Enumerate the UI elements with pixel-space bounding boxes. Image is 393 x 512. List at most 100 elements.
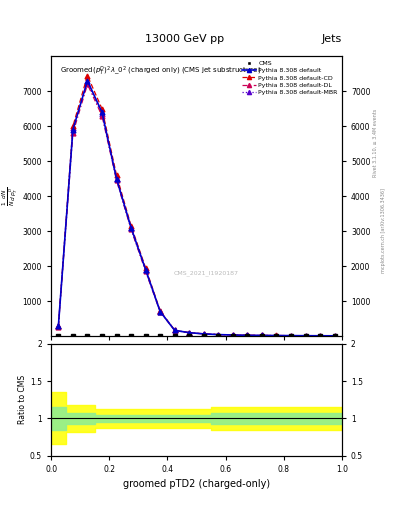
CMS <box>100 333 105 339</box>
Pythia 8.308 default <box>187 330 192 336</box>
Text: Jets: Jets <box>321 33 342 44</box>
Pythia 8.308 default-MBR <box>303 333 308 339</box>
Pythia 8.308 default-MBR <box>56 323 61 329</box>
Pythia 8.308 default-CD <box>202 331 206 337</box>
Line: Pythia 8.308 default: Pythia 8.308 default <box>56 78 337 338</box>
CMS <box>187 333 192 339</box>
CMS <box>56 333 61 339</box>
Pythia 8.308 default <box>260 332 264 338</box>
Pythia 8.308 default-DL <box>274 332 279 338</box>
Pythia 8.308 default <box>303 333 308 339</box>
Pythia 8.308 default <box>231 332 235 338</box>
Pythia 8.308 default-MBR <box>114 176 119 182</box>
Pythia 8.308 default-CD <box>158 308 163 314</box>
Pythia 8.308 default <box>332 333 337 339</box>
CMS <box>202 333 206 339</box>
Pythia 8.308 default-MBR <box>202 331 206 337</box>
Legend: CMS, Pythia 8.308 default, Pythia 8.308 default-CD, Pythia 8.308 default-DL, Pyt: CMS, Pythia 8.308 default, Pythia 8.308 … <box>241 59 339 96</box>
Y-axis label: Ratio to CMS: Ratio to CMS <box>18 375 27 424</box>
Pythia 8.308 default-DL <box>231 332 235 338</box>
Line: CMS: CMS <box>57 334 336 338</box>
CMS <box>245 333 250 339</box>
Pythia 8.308 default <box>216 331 221 337</box>
Pythia 8.308 default-MBR <box>332 333 337 339</box>
Pythia 8.308 default-DL <box>158 309 163 315</box>
Pythia 8.308 default-CD <box>260 332 264 338</box>
Y-axis label: $\frac{1}{N}\frac{dN}{d\,p_T^D}$: $\frac{1}{N}\frac{dN}{d\,p_T^D}$ <box>1 186 20 206</box>
Pythia 8.308 default <box>158 308 163 314</box>
CMS <box>303 333 308 339</box>
Pythia 8.308 default-DL <box>100 113 105 119</box>
Pythia 8.308 default-CD <box>332 333 337 339</box>
Pythia 8.308 default <box>100 109 105 115</box>
Pythia 8.308 default <box>129 225 134 231</box>
Pythia 8.308 default-CD <box>85 73 90 79</box>
Pythia 8.308 default-CD <box>289 332 294 338</box>
Pythia 8.308 default-DL <box>202 331 206 337</box>
CMS <box>332 333 337 339</box>
Pythia 8.308 default <box>71 126 75 133</box>
CMS <box>143 333 148 339</box>
Line: Pythia 8.308 default-DL: Pythia 8.308 default-DL <box>56 82 337 338</box>
CMS <box>158 333 163 339</box>
Pythia 8.308 default-CD <box>100 105 105 112</box>
Pythia 8.308 default-MBR <box>85 79 90 86</box>
Pythia 8.308 default-DL <box>56 324 61 330</box>
Pythia 8.308 default-DL <box>173 327 177 333</box>
Text: mcplots.cern.ch [arXiv:1306.3436]: mcplots.cern.ch [arXiv:1306.3436] <box>381 188 386 273</box>
Pythia 8.308 default-DL <box>114 177 119 183</box>
Pythia 8.308 default-MBR <box>100 111 105 117</box>
Pythia 8.308 default-MBR <box>318 333 323 339</box>
Pythia 8.308 default-DL <box>245 332 250 338</box>
CMS <box>260 333 264 339</box>
Pythia 8.308 default-MBR <box>216 331 221 337</box>
Pythia 8.308 default-DL <box>187 330 192 336</box>
Pythia 8.308 default-DL <box>143 268 148 274</box>
Pythia 8.308 default-MBR <box>274 332 279 338</box>
Pythia 8.308 default-MBR <box>158 308 163 314</box>
Pythia 8.308 default <box>245 332 250 338</box>
CMS <box>274 333 279 339</box>
Pythia 8.308 default-CD <box>71 123 75 130</box>
Pythia 8.308 default <box>173 327 177 333</box>
Pythia 8.308 default-MBR <box>143 267 148 273</box>
Pythia 8.308 default-DL <box>289 333 294 339</box>
Pythia 8.308 default-CD <box>274 332 279 338</box>
Pythia 8.308 default-CD <box>173 327 177 333</box>
Line: Pythia 8.308 default-CD: Pythia 8.308 default-CD <box>56 73 337 338</box>
CMS <box>71 333 75 339</box>
Text: 13000 GeV pp: 13000 GeV pp <box>145 33 224 44</box>
Pythia 8.308 default <box>274 332 279 338</box>
CMS <box>216 333 221 339</box>
Pythia 8.308 default-CD <box>143 265 148 271</box>
Pythia 8.308 default-CD <box>303 333 308 339</box>
Pythia 8.308 default <box>318 333 323 339</box>
Pythia 8.308 default <box>114 176 119 182</box>
Pythia 8.308 default <box>56 323 61 329</box>
Pythia 8.308 default-MBR <box>71 125 75 131</box>
Pythia 8.308 default-CD <box>129 223 134 229</box>
Pythia 8.308 default-DL <box>318 333 323 339</box>
Pythia 8.308 default-DL <box>260 332 264 338</box>
Pythia 8.308 default-MBR <box>129 225 134 231</box>
Pythia 8.308 default-CD <box>114 172 119 178</box>
CMS <box>129 333 134 339</box>
CMS <box>114 333 119 339</box>
CMS <box>173 333 177 339</box>
Pythia 8.308 default-MBR <box>260 332 264 338</box>
Pythia 8.308 default-MBR <box>289 333 294 339</box>
Pythia 8.308 default-DL <box>332 333 337 339</box>
Pythia 8.308 default-DL <box>216 332 221 338</box>
CMS <box>231 333 235 339</box>
Pythia 8.308 default-MBR <box>245 332 250 338</box>
Pythia 8.308 default <box>202 331 206 337</box>
Line: Pythia 8.308 default-MBR: Pythia 8.308 default-MBR <box>56 80 337 338</box>
Pythia 8.308 default-DL <box>129 226 134 232</box>
Pythia 8.308 default-MBR <box>173 327 177 333</box>
Pythia 8.308 default-CD <box>245 332 250 338</box>
Pythia 8.308 default-DL <box>85 81 90 88</box>
Pythia 8.308 default-DL <box>71 130 75 136</box>
Pythia 8.308 default-DL <box>303 333 308 339</box>
Pythia 8.308 default-CD <box>187 330 192 336</box>
Pythia 8.308 default-CD <box>231 332 235 338</box>
